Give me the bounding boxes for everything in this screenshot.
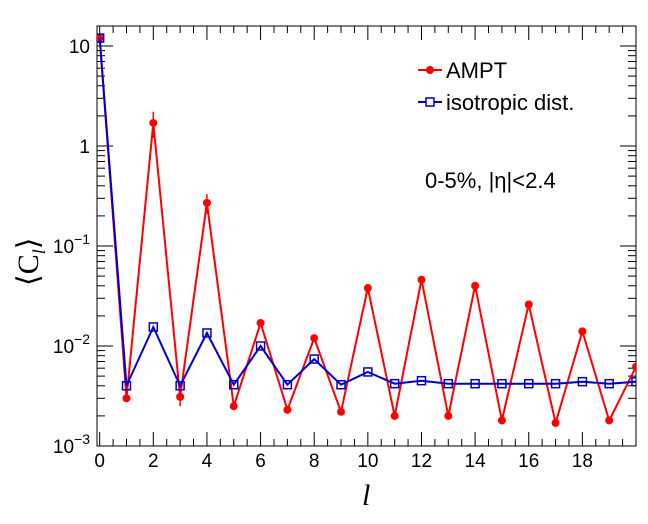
legend-marker xyxy=(425,97,435,107)
data-point xyxy=(523,378,534,389)
data-point xyxy=(551,418,560,427)
data-point xyxy=(336,379,346,390)
y-axis-label: ⟨Cl⟩ xyxy=(12,238,49,286)
data-point xyxy=(148,322,159,332)
data-point xyxy=(632,362,636,371)
y-tick-label: 10−3 xyxy=(53,431,90,458)
data-point xyxy=(363,284,372,293)
data-point xyxy=(121,381,132,391)
y-axis-label-subscript: l xyxy=(29,249,49,254)
data-point xyxy=(229,379,239,390)
y-tick-exponent: −1 xyxy=(74,231,90,247)
x-tick-label: 10 xyxy=(357,451,378,472)
data-point xyxy=(389,378,400,389)
series-layer xyxy=(97,33,636,427)
data-point xyxy=(443,378,454,389)
data-point xyxy=(390,411,399,420)
legend-label: isotropic dist. xyxy=(446,90,574,115)
data-point xyxy=(417,275,426,284)
data-point xyxy=(202,328,212,338)
data-point xyxy=(310,334,319,343)
data-point xyxy=(175,381,185,391)
data-point xyxy=(255,341,266,351)
data-point xyxy=(550,378,561,389)
series-1 xyxy=(97,33,636,391)
y-axis-label-text: ⟨Cl⟩ xyxy=(12,238,49,286)
legend-label: AMPT xyxy=(446,58,507,83)
data-point xyxy=(497,416,506,425)
y-axis-label-prefix: ⟨C xyxy=(12,254,45,286)
y-tick-base: 10 xyxy=(53,437,74,458)
y-tick-label: 1 xyxy=(79,137,90,158)
data-point xyxy=(604,378,614,389)
y-tick-base: 10 xyxy=(69,37,90,58)
y-tick-base: 10 xyxy=(53,237,74,258)
x-tick-label: 4 xyxy=(202,451,213,472)
data-point xyxy=(577,376,588,387)
x-tick-label: 6 xyxy=(255,451,266,472)
data-point xyxy=(229,402,238,411)
data-point xyxy=(202,198,211,207)
data-point xyxy=(283,405,292,414)
plot-frame xyxy=(96,25,637,447)
data-point xyxy=(605,416,614,425)
x-tick-label: 16 xyxy=(518,451,539,472)
series-line xyxy=(98,38,636,389)
data-point xyxy=(631,376,636,387)
legend: AMPT isotropic dist. xyxy=(418,58,574,115)
data-point xyxy=(282,379,293,390)
x-tick-label: 2 xyxy=(148,451,159,472)
data-point xyxy=(176,392,185,401)
data-point xyxy=(444,411,453,420)
x-tick-label: 18 xyxy=(572,451,593,472)
y-axis-label-suffix: ⟩ xyxy=(12,238,45,250)
data-point xyxy=(470,378,480,389)
x-tick-label: 0 xyxy=(94,451,105,472)
x-tick-label: 14 xyxy=(465,451,487,472)
annotation: 0-5%, |η|<2.4 xyxy=(425,168,556,193)
data-point xyxy=(122,394,131,403)
data-point xyxy=(416,375,427,386)
data-point xyxy=(337,407,346,416)
x-axis: 0 2 4 6 8 10 12 14 16 18 xyxy=(94,26,637,472)
y-tick-label: 10−2 xyxy=(53,331,90,358)
data-point xyxy=(149,118,158,127)
data-point xyxy=(524,300,533,309)
data-point xyxy=(497,378,507,389)
x-tick-label: 12 xyxy=(411,451,432,472)
legend-marker xyxy=(426,66,434,74)
data-point xyxy=(309,354,319,364)
y-tick-exponent: −3 xyxy=(74,431,90,447)
y-tick-base: 10 xyxy=(53,337,74,358)
data-point xyxy=(256,318,265,327)
data-point xyxy=(471,281,480,290)
y-tick-base: 1 xyxy=(79,137,90,158)
x-tick-label: 8 xyxy=(309,451,320,472)
y-tick-label: 10−1 xyxy=(53,231,90,258)
plot-area xyxy=(96,25,637,447)
data-point xyxy=(97,33,105,43)
data-point xyxy=(363,367,373,377)
y-tick-exponent: −2 xyxy=(74,331,90,347)
data-point xyxy=(578,327,587,336)
x-axis-label: l xyxy=(362,479,370,512)
y-tick-label: 10 xyxy=(69,37,90,58)
